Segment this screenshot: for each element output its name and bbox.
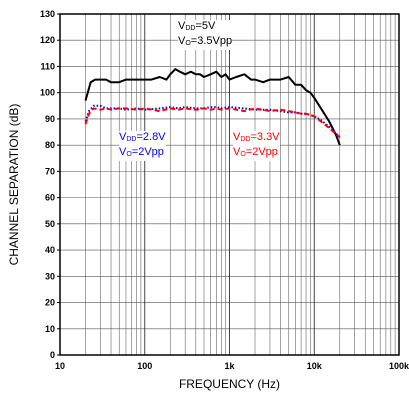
y-tick-label: 0 xyxy=(50,350,55,360)
annotation-vdd-5v-line1: VDD=5V xyxy=(178,20,216,32)
series-line-2 xyxy=(84,107,341,139)
grid xyxy=(60,13,399,356)
plot-frame xyxy=(59,13,400,356)
annotation-vdd-2-8v-line1: VDD=2.8V xyxy=(119,131,166,143)
series-lines xyxy=(84,68,341,146)
annotation-vdd-3-3v-line2: VO=2Vpp xyxy=(233,146,278,158)
annotation-vdd-5v-line2: VO=3.5Vpp xyxy=(178,35,233,47)
y-tick-label: 30 xyxy=(45,271,55,281)
y-tick-label: 60 xyxy=(45,193,55,203)
x-tick-label: 100k xyxy=(389,361,409,371)
y-axis-label: CHANNEL SEPARATION (dB) xyxy=(7,104,21,266)
y-tick-label: 100 xyxy=(40,88,55,98)
y-tick-label: 10 xyxy=(45,324,55,334)
x-tick-label: 100 xyxy=(137,361,152,371)
x-axis-label: FREQUENCY (Hz) xyxy=(179,377,280,391)
y-tick-label: 130 xyxy=(40,9,55,19)
y-tick-label: 70 xyxy=(45,166,55,176)
y-tick-label: 90 xyxy=(45,114,55,124)
y-tick-label: 110 xyxy=(40,61,55,71)
x-tick-label: 10k xyxy=(307,361,323,371)
series-line-0 xyxy=(84,68,341,146)
x-tick-label: 1k xyxy=(224,361,235,371)
y-axis-ticks: 0 10 20 30 40 50 60 70 80 90 100 110 120 130 xyxy=(40,9,60,360)
y-tick-label: 120 xyxy=(40,35,55,45)
annotation-vdd-3-3v-line1: VDD=3.3V xyxy=(233,131,280,143)
annotation-vdd-3-3v: VDD=3.3V VO=2Vpp xyxy=(233,131,280,161)
y-tick-label: 40 xyxy=(45,245,55,255)
y-tick-label: 50 xyxy=(45,219,55,229)
y-tick-label: 80 xyxy=(45,140,55,150)
y-tick-label: 20 xyxy=(45,298,55,308)
annotation-vdd-2-8v: VDD=2.8V VO=2Vpp xyxy=(119,131,166,161)
series-line-1 xyxy=(84,104,341,139)
annotation-vdd-5v: VDD=5V VO=3.5Vpp xyxy=(178,20,233,50)
annotation-vdd-2-8v-line2: VO=2Vpp xyxy=(119,146,164,158)
x-tick-label: 10 xyxy=(55,361,65,371)
x-axis-ticks: 10 100 1k 10k 100k xyxy=(55,361,409,371)
